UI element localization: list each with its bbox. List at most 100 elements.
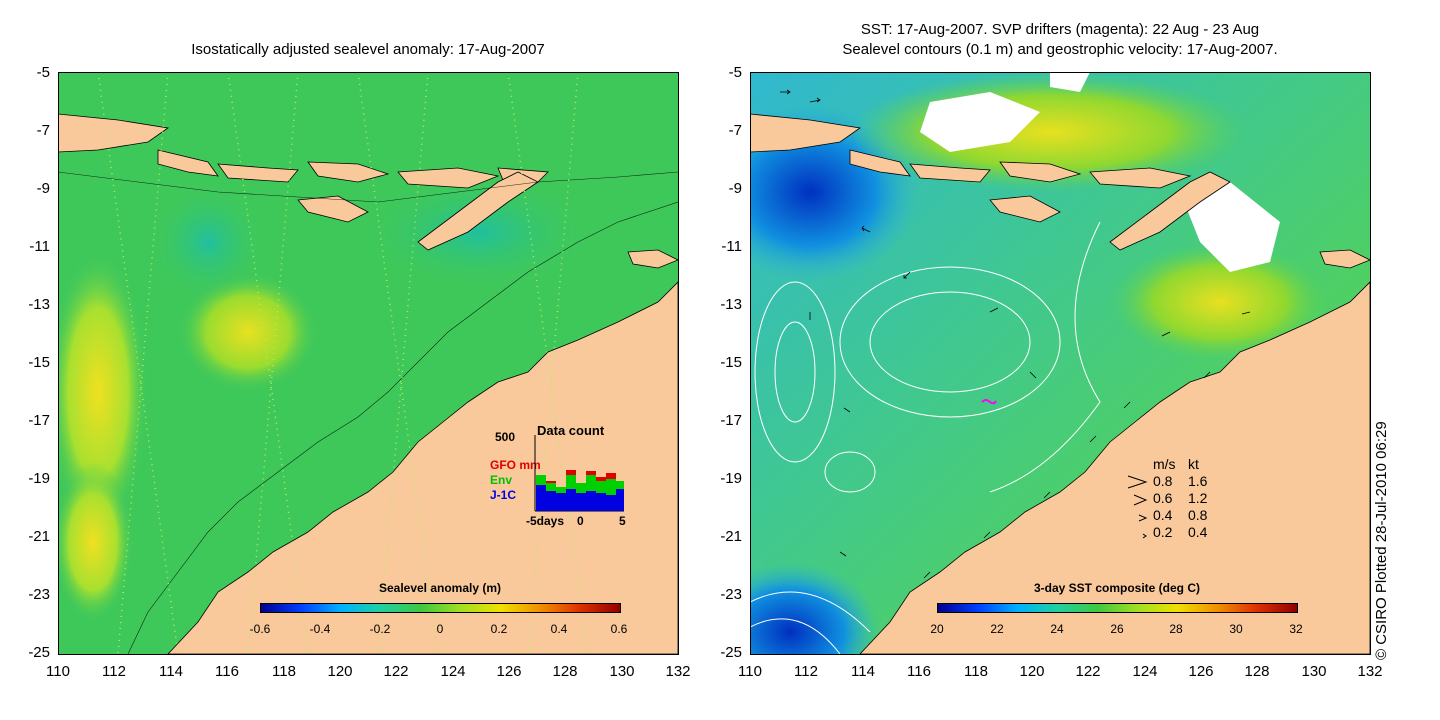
left-y-tick: -21 xyxy=(28,528,50,545)
right-x-tick: 114 xyxy=(851,663,875,680)
data-count-legend-env: Env xyxy=(490,473,513,487)
left-colorbar-tick: -0.6 xyxy=(249,622,271,636)
right-x-tick: 110 xyxy=(738,663,762,680)
left-x-tick: 122 xyxy=(383,663,409,680)
left-y-tick: -23 xyxy=(28,586,50,603)
satellite-tracks xyxy=(97,72,589,654)
data-count-legend-j1c: J-1C xyxy=(490,488,517,502)
left-x-tick: 114 xyxy=(159,663,183,680)
left-x-tick: 124 xyxy=(440,663,466,680)
right-y-tick: -5 xyxy=(728,64,742,81)
right-x-tick: 122 xyxy=(1075,663,1101,680)
right-y-tick: -17 xyxy=(720,412,742,429)
left-x-tick: 128 xyxy=(552,663,578,680)
right-y-tick: -11 xyxy=(721,238,742,255)
left-panel-title: Isostatically adjusted sealevel anomaly:… xyxy=(191,41,545,58)
left-x-tick: 130 xyxy=(609,663,635,680)
data-count-bars xyxy=(536,470,624,511)
left-colorbar-tick: -0.4 xyxy=(309,622,331,636)
velocity-legend-header-kt: kt xyxy=(1188,456,1199,472)
right-colorbar-tick: 22 xyxy=(990,622,1004,636)
data-count-ymax: 500 xyxy=(495,430,516,444)
right-panel-title-line1: SST: 17-Aug-2007. SVP drifters (magenta)… xyxy=(860,21,1260,38)
right-y-tick: -19 xyxy=(720,470,742,487)
right-x-tick: 124 xyxy=(1132,663,1158,680)
right-colorbar-label: 3-day SST composite (deg C) xyxy=(1033,581,1201,595)
data-count-x-label: -5days xyxy=(526,514,565,528)
left-colorbar-label: Sealevel anomaly (m) xyxy=(378,581,502,595)
right-x-tick: 118 xyxy=(964,663,988,680)
left-y-tick: -5 xyxy=(36,64,50,81)
left-colorbar-tick: 0 xyxy=(436,622,444,636)
right-y-tick: -23 xyxy=(720,586,742,603)
left-x-tick: 132 xyxy=(665,663,691,680)
left-x-tick: 110 xyxy=(46,663,70,680)
velocity-legend-header-ms: m/s xyxy=(1153,456,1176,472)
left-y-tick: -7 xyxy=(36,122,50,139)
velocity-legend-ms: 0.4 xyxy=(1153,507,1173,523)
left-x-tick: 120 xyxy=(327,663,353,680)
right-panel-title-line2: Sealevel contours (0.1 m) and geostrophi… xyxy=(842,41,1278,58)
right-colorbar-gradient xyxy=(937,603,1298,613)
right-y-tick: -15 xyxy=(720,354,742,371)
left-y-tick: -13 xyxy=(28,296,50,313)
right-colorbar-tick: 20 xyxy=(930,622,944,636)
svp-drifter-track xyxy=(981,399,997,405)
low-anomaly-east xyxy=(358,172,598,292)
cloud-mask xyxy=(920,72,1280,272)
velocity-legend-ms: 0.2 xyxy=(1153,524,1173,540)
velocity-legend-kt: 1.6 xyxy=(1188,473,1208,489)
left-y-tick: -25 xyxy=(28,644,50,661)
right-map-frame xyxy=(750,72,1371,655)
indonesia-islands xyxy=(58,72,678,269)
cool-water-southwest xyxy=(750,562,880,654)
right-y-tick: -13 xyxy=(720,296,742,313)
geostrophic-velocity-arrows xyxy=(780,89,1251,579)
right-y-tick: -25 xyxy=(720,644,742,661)
right-x-tick: 132 xyxy=(1357,663,1383,680)
right-y-tick: -9 xyxy=(728,180,742,197)
data-count-x-label: 0 xyxy=(577,514,584,528)
right-y-tick: -7 xyxy=(728,122,742,139)
right-y-tick: -21 xyxy=(720,528,742,545)
data-count-chart xyxy=(534,435,624,512)
warm-water-timor xyxy=(1110,242,1330,362)
low-anomaly-north xyxy=(148,182,268,302)
velocity-legend-kt: 0.8 xyxy=(1188,507,1208,523)
left-y-tick: -19 xyxy=(28,470,50,487)
right-colorbar-tick: 26 xyxy=(1110,622,1124,636)
left-map-frame xyxy=(58,72,679,655)
right-x-tick: 120 xyxy=(1019,663,1045,680)
left-colorbar-gradient xyxy=(260,603,621,613)
high-anomaly-west xyxy=(58,252,148,532)
right-colorbar-tick: 24 xyxy=(1050,622,1064,636)
left-x-tick: 118 xyxy=(272,663,296,680)
sst-map xyxy=(750,72,1370,654)
left-colorbar-tick: 0.6 xyxy=(610,622,628,636)
sealevel-contours xyxy=(750,221,1101,654)
velocity-legend-ms: 0.8 xyxy=(1153,473,1173,489)
velocity-legend-ms: 0.6 xyxy=(1153,490,1173,506)
data-count-title: Data count xyxy=(537,423,605,438)
sst-map-canvas xyxy=(750,72,1370,654)
left-x-tick: 126 xyxy=(496,663,522,680)
sst-australia-landmass xyxy=(859,281,1370,654)
high-anomaly-southwest xyxy=(58,462,133,622)
left-x-tick: 116 xyxy=(215,663,239,680)
right-colorbar-tick: 32 xyxy=(1289,622,1303,636)
velocity-legend-kt: 0.4 xyxy=(1188,524,1208,540)
sst-indonesia-islands xyxy=(750,113,1370,269)
left-colorbar-tick: 0.4 xyxy=(550,622,568,636)
right-x-tick: 116 xyxy=(907,663,931,680)
left-y-tick: -17 xyxy=(28,412,50,429)
left-colorbar-tick: 0.2 xyxy=(490,622,508,636)
left-y-tick: -11 xyxy=(29,238,50,255)
high-anomaly-central xyxy=(178,272,318,392)
bathymetry-contours xyxy=(58,171,678,654)
right-colorbar-tick: 28 xyxy=(1169,622,1183,636)
left-x-tick: 112 xyxy=(102,663,126,680)
left-y-tick: -15 xyxy=(28,354,50,371)
left-colorbar-tick: -0.2 xyxy=(369,622,391,636)
data-count-x-label: 5 xyxy=(619,514,626,528)
sealevel-map-canvas xyxy=(58,72,678,654)
